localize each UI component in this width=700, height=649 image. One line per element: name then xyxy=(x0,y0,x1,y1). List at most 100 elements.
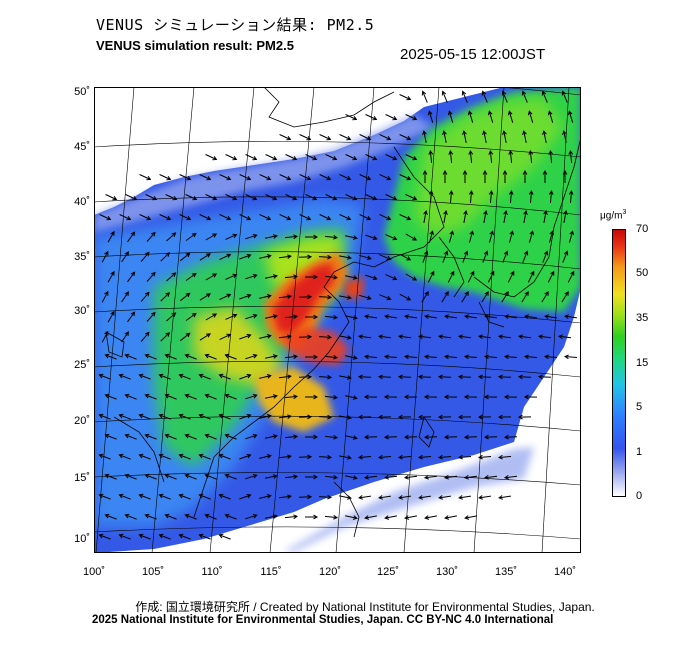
wind-arrow xyxy=(118,373,131,380)
wind-arrow xyxy=(359,294,372,300)
wind-arrow xyxy=(457,334,472,340)
wind-arrow xyxy=(563,354,578,360)
wind-arrow xyxy=(225,233,238,240)
wind-arrow xyxy=(365,194,378,201)
colorbar-label-35: 35 xyxy=(636,312,649,324)
wind-arrow xyxy=(279,174,292,181)
wind-arrow xyxy=(158,413,171,420)
wind-arrow xyxy=(224,433,237,440)
wind-arrow xyxy=(124,353,137,360)
wind-arrow xyxy=(562,169,568,183)
wind-arrow xyxy=(318,494,333,500)
wind-arrow xyxy=(205,154,218,161)
wind-arrow xyxy=(464,515,477,520)
wind-arrow xyxy=(421,291,429,303)
wind-arrow xyxy=(299,174,312,181)
wind-arrow xyxy=(461,90,468,103)
wind-arrow xyxy=(397,454,412,460)
wind-arrow xyxy=(199,214,212,221)
wind-arrow xyxy=(441,90,448,103)
wind-arrow xyxy=(239,373,252,380)
wind-arrow xyxy=(224,473,237,480)
wind-arrow xyxy=(517,414,532,420)
wind-arrow xyxy=(259,334,272,339)
wind-arrow xyxy=(507,270,515,283)
wind-arrow xyxy=(245,273,258,280)
wind-arrow xyxy=(463,354,478,360)
title-jp: VENUS シミュレーション結果: PM2.5 xyxy=(96,16,375,34)
wind-arrow xyxy=(468,149,474,164)
wind-arrow xyxy=(265,354,278,359)
wind-arrow xyxy=(245,194,258,201)
wind-arrow xyxy=(218,453,231,460)
wind-arrow xyxy=(245,154,258,161)
wind-arrow xyxy=(324,394,339,400)
wind-arrow xyxy=(358,495,371,500)
wind-arrow xyxy=(164,393,177,400)
wind-arrow xyxy=(105,194,118,201)
wind-arrow xyxy=(561,90,568,103)
wind-arrow xyxy=(397,334,412,340)
wind-arrow xyxy=(245,433,258,440)
wind-arrow xyxy=(467,110,474,123)
wind-arrow xyxy=(178,533,191,540)
wind-arrow xyxy=(324,474,339,480)
lon-tick-135: 135˚ xyxy=(494,566,518,578)
wind-arrow xyxy=(423,434,438,440)
wind-arrow xyxy=(158,533,171,540)
wind-arrow xyxy=(198,493,211,500)
wind-arrow xyxy=(279,414,292,419)
lat-tick-45: 45˚ xyxy=(74,141,90,153)
wind-arrow xyxy=(385,114,398,121)
wind-arrow xyxy=(204,473,217,480)
wind-arrow xyxy=(318,334,333,340)
wind-arrow xyxy=(483,210,488,223)
wind-arrow xyxy=(481,291,489,303)
wind-arrow xyxy=(502,130,507,143)
wind-arrow xyxy=(178,413,191,420)
wind-arrow xyxy=(502,250,509,263)
wind-arrow xyxy=(542,130,547,143)
wind-arrow xyxy=(140,291,150,302)
wind-arrow xyxy=(204,513,217,520)
wind-arrow xyxy=(544,314,557,319)
wind-arrow xyxy=(239,214,252,221)
wind-arrow xyxy=(298,374,313,380)
wind-arrow xyxy=(125,194,138,201)
wind-arrow xyxy=(498,495,511,500)
wind-arrow xyxy=(528,149,534,164)
wind-arrow xyxy=(442,130,447,143)
wind-arrow xyxy=(503,474,518,480)
wind-arrow xyxy=(259,494,272,499)
wind-arrow xyxy=(124,513,137,520)
wind-arrow xyxy=(339,375,352,380)
wind-arrow xyxy=(344,475,358,480)
wind-arrow xyxy=(239,413,252,420)
wind-arrow xyxy=(378,495,391,500)
credit-line-1: 作成: 国立環境研究所 / Created by National Instit… xyxy=(135,600,595,614)
wind-arrow xyxy=(279,374,292,379)
wind-arrow xyxy=(121,291,129,303)
wind-arrow xyxy=(365,114,378,121)
wind-arrow xyxy=(259,374,272,379)
wind-arrow xyxy=(403,474,418,480)
wind-arrow xyxy=(464,314,477,319)
wind-arrow xyxy=(424,515,437,520)
wind-arrow xyxy=(279,134,292,141)
wind-arrow xyxy=(318,294,333,300)
wind-arrow xyxy=(179,214,192,221)
lat-tick-40: 40˚ xyxy=(74,196,90,208)
wind-arrow xyxy=(166,312,177,322)
wind-arrow xyxy=(245,393,258,400)
colorbar-label-15: 15 xyxy=(636,357,649,369)
wind-arrow xyxy=(344,355,358,360)
wind-arrow xyxy=(184,353,197,360)
wind-arrow xyxy=(463,434,478,440)
wind-arrow xyxy=(179,332,191,342)
wind-arrow xyxy=(298,414,313,420)
wind-arrow xyxy=(404,515,417,520)
wind-arrow xyxy=(98,413,111,420)
wind-arrow xyxy=(284,514,299,520)
wind-arrow xyxy=(140,251,150,262)
wind-arrow xyxy=(423,394,438,400)
